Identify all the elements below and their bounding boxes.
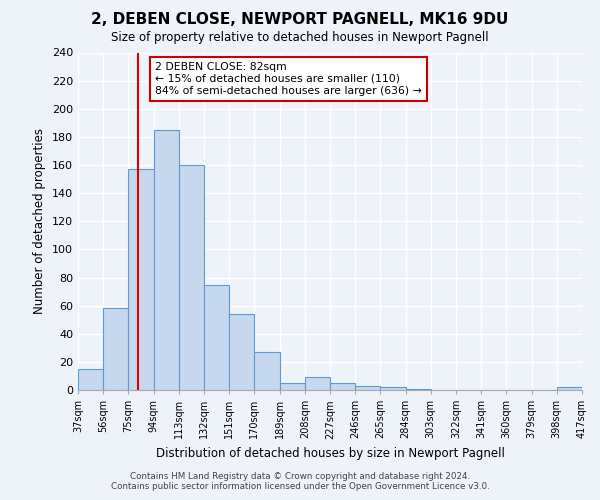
Bar — [103, 308, 128, 390]
Bar — [128, 169, 154, 390]
Bar — [179, 165, 204, 390]
Bar — [380, 387, 406, 390]
Bar — [355, 386, 380, 390]
Bar — [280, 383, 305, 390]
Bar — [406, 388, 431, 390]
Bar — [557, 387, 582, 390]
Bar — [154, 130, 179, 390]
Bar — [78, 369, 103, 390]
Bar — [204, 284, 229, 390]
Text: Contains HM Land Registry data © Crown copyright and database right 2024.
Contai: Contains HM Land Registry data © Crown c… — [110, 472, 490, 491]
X-axis label: Distribution of detached houses by size in Newport Pagnell: Distribution of detached houses by size … — [155, 447, 505, 460]
Bar — [305, 378, 330, 390]
Text: 2 DEBEN CLOSE: 82sqm
← 15% of detached houses are smaller (110)
84% of semi-deta: 2 DEBEN CLOSE: 82sqm ← 15% of detached h… — [155, 62, 422, 96]
Text: 2, DEBEN CLOSE, NEWPORT PAGNELL, MK16 9DU: 2, DEBEN CLOSE, NEWPORT PAGNELL, MK16 9D… — [91, 12, 509, 28]
Bar — [254, 352, 280, 390]
Bar — [229, 314, 254, 390]
Bar — [330, 383, 355, 390]
Y-axis label: Number of detached properties: Number of detached properties — [34, 128, 46, 314]
Text: Size of property relative to detached houses in Newport Pagnell: Size of property relative to detached ho… — [111, 31, 489, 44]
